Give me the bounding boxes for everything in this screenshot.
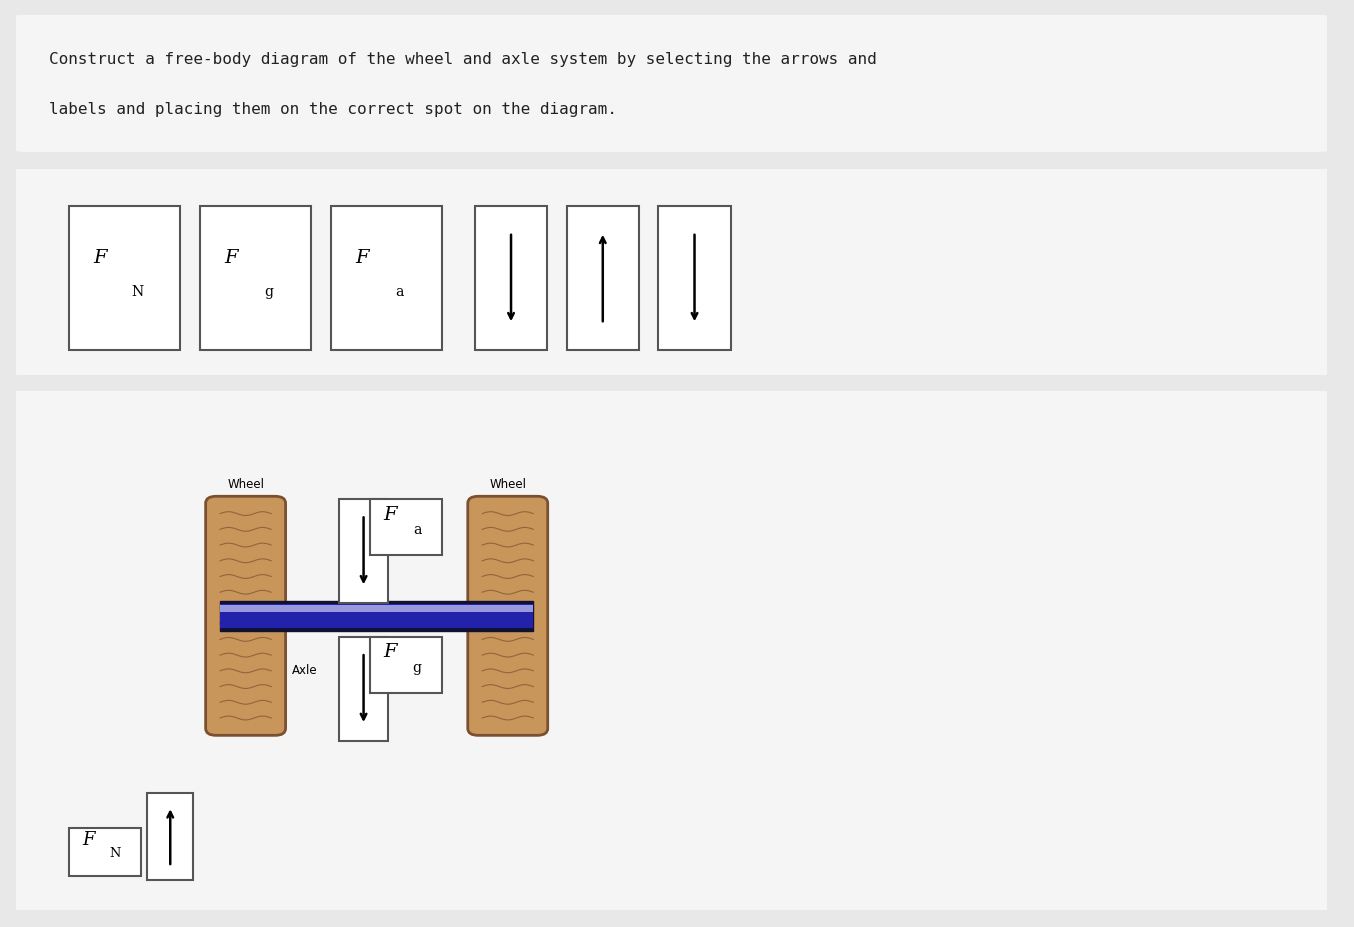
Text: g: g [413, 660, 421, 674]
Text: F: F [83, 830, 95, 848]
Bar [370, 637, 443, 693]
Bar [475, 207, 547, 350]
Bar [567, 207, 639, 350]
FancyBboxPatch shape [7, 15, 1336, 154]
Bar [69, 207, 180, 350]
Text: F: F [93, 249, 107, 267]
FancyBboxPatch shape [7, 168, 1336, 377]
Text: a: a [395, 285, 403, 298]
Text: F: F [383, 505, 397, 523]
Bar [200, 207, 311, 350]
Bar [370, 500, 443, 555]
Text: N: N [131, 285, 144, 298]
Text: Construct a free-body diagram of the wheel and axle system by selecting the arro: Construct a free-body diagram of the whe… [49, 52, 877, 67]
Bar [658, 207, 731, 350]
Bar [148, 794, 194, 880]
Text: Wheel: Wheel [489, 477, 527, 490]
Text: a: a [413, 523, 421, 537]
Text: g: g [264, 285, 274, 298]
Text: F: F [383, 642, 397, 661]
Bar [330, 207, 443, 350]
Text: Wheel: Wheel [227, 477, 264, 490]
FancyBboxPatch shape [206, 497, 286, 735]
Text: F: F [355, 249, 368, 267]
Bar [221, 605, 533, 613]
FancyBboxPatch shape [467, 497, 548, 735]
Text: Axle: Axle [291, 664, 317, 677]
Bar [69, 828, 141, 876]
Bar [221, 602, 533, 631]
Bar [338, 500, 389, 603]
Bar [338, 637, 389, 741]
Text: N: N [110, 846, 122, 859]
Bar [221, 604, 533, 629]
Text: F: F [225, 249, 238, 267]
Text: labels and placing them on the correct spot on the diagram.: labels and placing them on the correct s… [49, 102, 617, 117]
FancyBboxPatch shape [7, 387, 1336, 914]
